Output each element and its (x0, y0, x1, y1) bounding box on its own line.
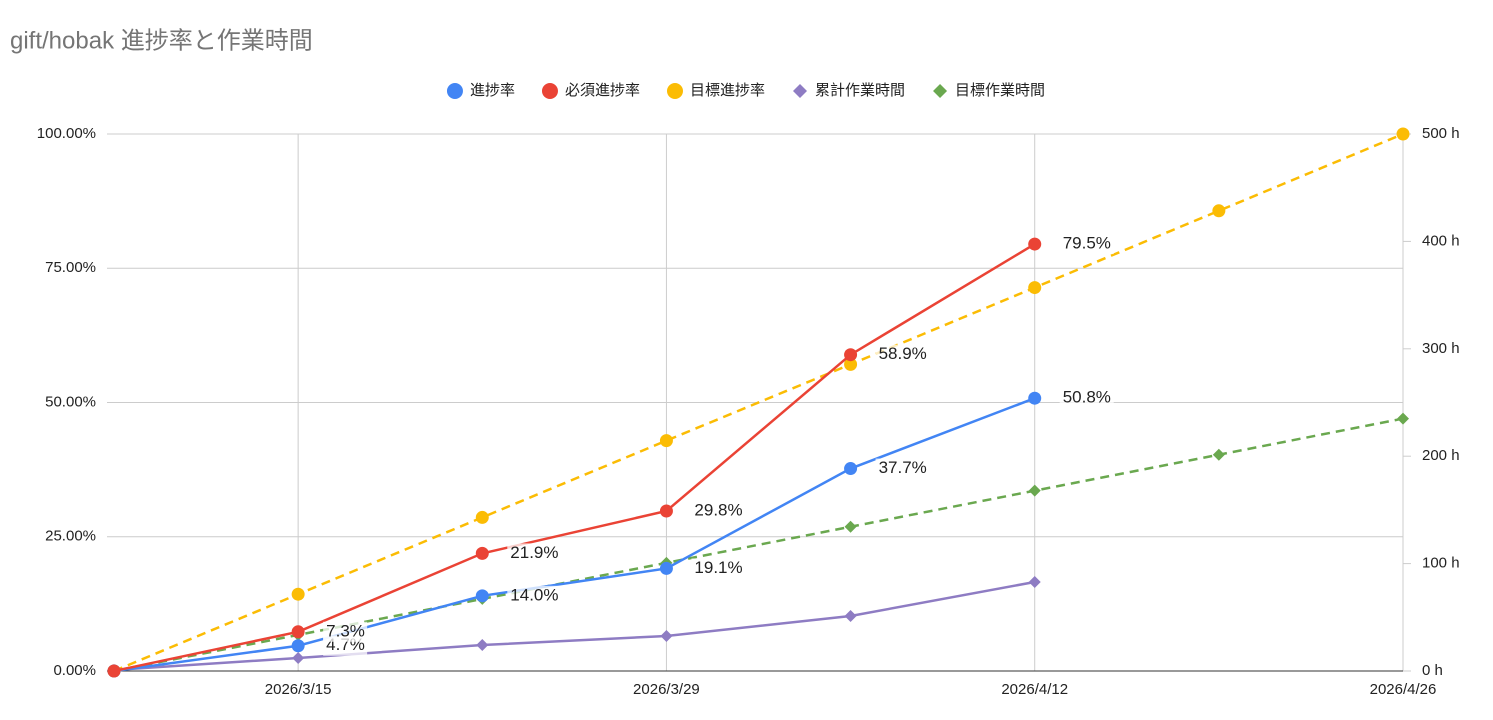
y-tick-label: 0.00% (53, 662, 96, 679)
y2-tick-label: 200 h (1422, 447, 1460, 464)
legend-label: 必須進捗率 (565, 82, 640, 99)
data-point (659, 561, 673, 575)
data-label: 14.0% (510, 585, 558, 604)
data-label: 21.9% (510, 543, 558, 562)
legend-item: 目標作業時間 (933, 82, 1045, 99)
data-label: 29.8% (694, 500, 742, 519)
data-point (660, 629, 673, 642)
legend-item: 目標進捗率 (666, 82, 765, 99)
data-label: 79.5% (1063, 234, 1111, 253)
y-tick-label: 75.00% (45, 259, 96, 276)
series-line (113, 397, 1036, 673)
legend: 進捗率 必須進捗率 目標進捗率 累計作業時間 目標作業時間 (446, 82, 1045, 99)
data-point (659, 434, 673, 448)
y2-tick-label: 400 h (1422, 232, 1460, 249)
data-point (1397, 412, 1409, 425)
y-tick-label: 100.00% (37, 125, 96, 142)
label-bg (507, 585, 562, 606)
data-point (1028, 575, 1041, 588)
label-bg (323, 621, 368, 642)
y-tick-label: 25.00% (45, 528, 96, 545)
label-bg (1059, 388, 1114, 409)
y-tick-label: 50.00% (45, 393, 96, 410)
series-line (113, 580, 1035, 672)
data-point (1396, 127, 1410, 141)
data-point (475, 589, 489, 603)
legend-label: 目標作業時間 (955, 82, 1045, 99)
data-label: 19.1% (694, 558, 742, 577)
label-bg (691, 558, 746, 579)
data-point (1028, 237, 1042, 251)
legend-label: 累計作業時間 (815, 82, 905, 99)
data-point (844, 610, 857, 623)
data-point (1212, 204, 1226, 218)
legend-item: 必須進捗率 (541, 82, 640, 99)
legend-label: 進捗率 (470, 82, 515, 99)
legend-item: 進捗率 (446, 82, 515, 99)
data-point (659, 504, 673, 518)
label-bg (1059, 234, 1114, 255)
y2-tick-label: 0 h (1422, 662, 1443, 679)
legend-marker (666, 83, 683, 99)
data-point (844, 357, 858, 371)
data-point (844, 520, 857, 533)
chart-title: gift/hobak 進捗率と作業時間 (10, 27, 313, 54)
x-tick-label: 2026/3/15 (265, 681, 332, 698)
legend-label: 目標進捗率 (690, 82, 765, 99)
data-point (1028, 391, 1042, 405)
label-bg (507, 543, 562, 564)
y2-tick-label: 300 h (1422, 340, 1460, 357)
label-bg (875, 458, 930, 479)
data-point (475, 546, 489, 560)
label-bg (691, 500, 746, 521)
x-tick-label: 2026/3/29 (633, 681, 700, 698)
legend-item: 累計作業時間 (793, 82, 905, 99)
data-point (844, 462, 858, 476)
legend-marker (933, 84, 948, 98)
data-label: 50.8% (1063, 388, 1111, 407)
x-tick-label: 2026/4/12 (1001, 681, 1068, 698)
data-label: 37.7% (879, 458, 927, 477)
data-point (291, 625, 305, 639)
data-point (1028, 281, 1042, 295)
series-line (113, 243, 1036, 673)
data-point (476, 639, 489, 652)
data-point (292, 652, 305, 665)
series-line (113, 132, 1404, 673)
legend-marker (446, 83, 463, 99)
data-point (291, 587, 305, 601)
data-point (1212, 448, 1225, 461)
data-point (475, 510, 489, 524)
data-point (291, 639, 305, 653)
data-point (1028, 484, 1041, 497)
legend-marker (793, 84, 808, 98)
series-line (113, 417, 1404, 673)
label-bg (875, 344, 930, 365)
y2-tick-label: 500 h (1422, 125, 1460, 142)
legend-marker (541, 83, 558, 99)
data-point (844, 348, 858, 362)
data-point (107, 664, 121, 678)
y2-tick-label: 100 h (1422, 555, 1460, 572)
x-tick-label: 2026/4/26 (1370, 681, 1437, 698)
data-label: 58.9% (879, 344, 927, 363)
data-label: 7.3% (326, 621, 365, 640)
